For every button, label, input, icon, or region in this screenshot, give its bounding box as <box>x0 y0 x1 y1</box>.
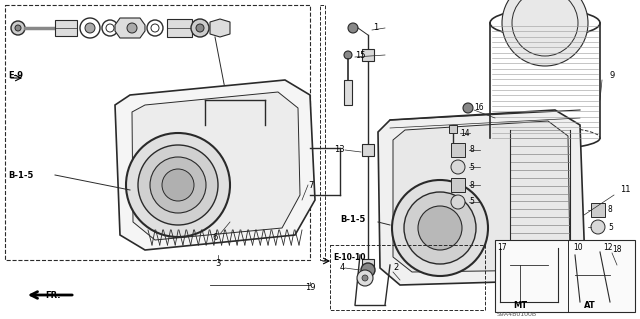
Circle shape <box>362 275 368 281</box>
Text: 18: 18 <box>612 246 621 255</box>
Polygon shape <box>115 80 315 250</box>
Circle shape <box>361 263 375 277</box>
Text: FR.: FR. <box>45 291 61 300</box>
Polygon shape <box>378 110 585 285</box>
Text: 11: 11 <box>620 186 630 195</box>
Text: 4: 4 <box>340 263 345 272</box>
Circle shape <box>80 18 100 38</box>
Circle shape <box>138 145 218 225</box>
Text: 8: 8 <box>469 181 474 189</box>
Circle shape <box>126 133 230 237</box>
Circle shape <box>344 51 352 59</box>
Bar <box>320 5 325 260</box>
Circle shape <box>463 103 473 113</box>
Text: 9: 9 <box>610 70 615 79</box>
Circle shape <box>348 23 358 33</box>
Circle shape <box>15 25 21 31</box>
Bar <box>495 240 635 312</box>
Bar <box>449 125 457 133</box>
Text: AT: AT <box>584 300 596 309</box>
Bar <box>591 203 605 217</box>
Polygon shape <box>132 92 300 240</box>
Circle shape <box>191 19 209 37</box>
Bar <box>362 144 374 156</box>
Text: 2: 2 <box>393 263 398 272</box>
Circle shape <box>127 23 137 33</box>
Circle shape <box>196 24 204 32</box>
Circle shape <box>102 20 118 36</box>
Text: 6: 6 <box>212 233 218 241</box>
Circle shape <box>418 206 462 250</box>
Text: 5: 5 <box>608 222 613 232</box>
Circle shape <box>392 180 488 276</box>
Circle shape <box>85 23 95 33</box>
Text: S9A4B0100B: S9A4B0100B <box>497 311 537 316</box>
Circle shape <box>591 220 605 234</box>
Text: B-1-5: B-1-5 <box>8 170 33 180</box>
Bar <box>362 259 374 271</box>
Polygon shape <box>115 18 145 38</box>
Text: 8: 8 <box>608 205 612 214</box>
Circle shape <box>11 21 25 35</box>
Circle shape <box>147 20 163 36</box>
Bar <box>451 178 465 192</box>
Circle shape <box>451 160 465 174</box>
Circle shape <box>150 157 206 213</box>
Circle shape <box>357 270 373 286</box>
Text: 3: 3 <box>215 258 221 268</box>
Bar <box>451 143 465 157</box>
Bar <box>362 49 374 61</box>
Text: 8: 8 <box>469 145 474 154</box>
Text: 17: 17 <box>497 243 507 253</box>
Bar <box>5 5 310 260</box>
Polygon shape <box>210 19 230 37</box>
Circle shape <box>590 242 600 252</box>
Text: 12: 12 <box>603 242 612 251</box>
Text: 7: 7 <box>308 181 314 189</box>
Bar <box>344 80 352 105</box>
Bar <box>167 19 192 37</box>
Text: 15: 15 <box>355 50 365 60</box>
Circle shape <box>404 192 476 264</box>
Circle shape <box>162 169 194 201</box>
Circle shape <box>451 195 465 209</box>
Text: 13: 13 <box>334 145 345 154</box>
Bar <box>330 245 485 310</box>
Text: 16: 16 <box>474 103 484 113</box>
Circle shape <box>502 0 588 66</box>
Text: 19: 19 <box>305 283 316 292</box>
Text: 5: 5 <box>469 162 474 172</box>
Text: B-1-5: B-1-5 <box>340 216 365 225</box>
Bar <box>55 20 77 36</box>
Text: 14: 14 <box>460 129 470 137</box>
Text: 1: 1 <box>373 24 378 33</box>
Text: 10: 10 <box>573 243 582 253</box>
Text: E-9: E-9 <box>8 70 23 79</box>
Text: MT: MT <box>513 300 527 309</box>
Polygon shape <box>393 121 570 272</box>
Text: 5: 5 <box>469 197 474 206</box>
Text: E-10-10: E-10-10 <box>333 254 365 263</box>
